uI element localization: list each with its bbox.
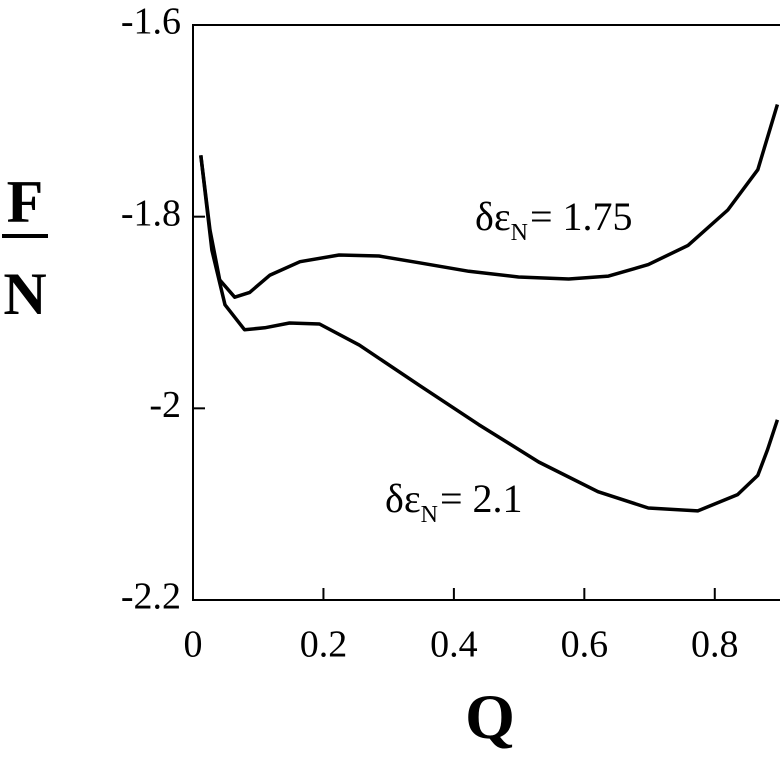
y-tick-label: -1.6	[121, 1, 181, 43]
x-tick-label: 0.8	[691, 624, 739, 666]
x-tick-label: 0	[184, 624, 203, 666]
y-tick-label: -2.2	[121, 576, 181, 618]
x-tick-label: 0.4	[430, 624, 478, 666]
x-tick-label: 0.2	[300, 624, 348, 666]
curve	[199, 103, 780, 299]
annotation-subscript: N	[421, 502, 438, 528]
curve	[199, 155, 780, 513]
annotation-text: = 2.1	[440, 476, 523, 521]
x-tick-label: 0.6	[561, 624, 609, 666]
annotation: δεN= 2.1	[385, 476, 523, 528]
annotation-symbol: δε	[385, 476, 421, 521]
annotation-subscript: N	[511, 220, 528, 246]
plot-frame	[192, 24, 780, 601]
y-tick-label: -2	[149, 384, 181, 426]
y-label-denominator: N	[3, 261, 46, 327]
y-label-numerator: F	[7, 169, 44, 235]
annotation-symbol: δε	[475, 194, 511, 239]
annotation-text: = 1.75	[530, 194, 633, 239]
annotation: δεN= 1.75	[475, 194, 633, 246]
y-tick-label: -1.8	[121, 192, 181, 234]
x-axis-label: Q	[465, 681, 515, 752]
